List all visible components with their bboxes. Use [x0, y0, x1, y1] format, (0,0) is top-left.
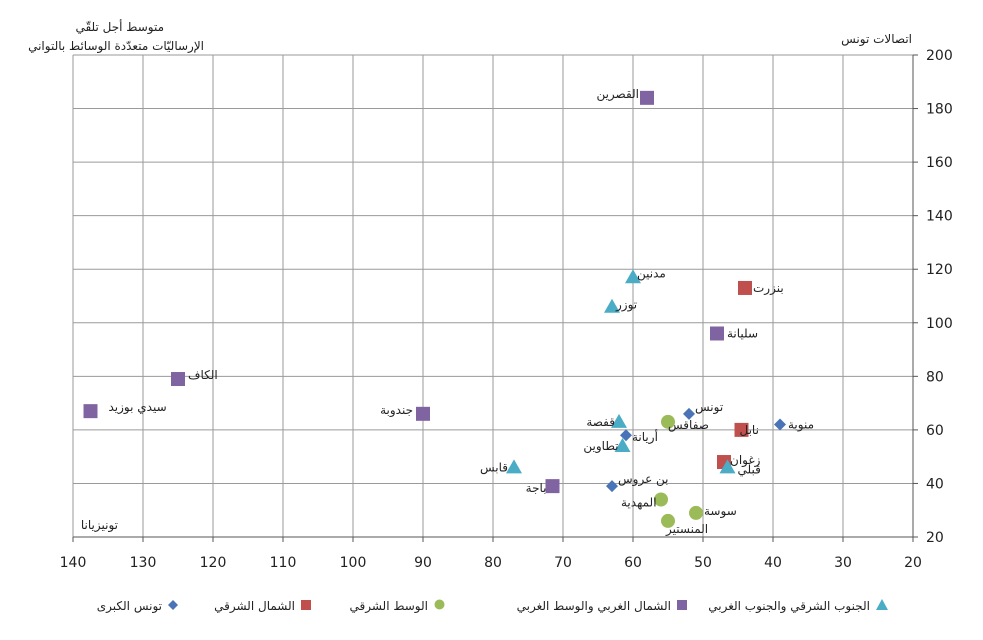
x-tick-label: 80	[484, 555, 502, 571]
y-tick-label: 20	[926, 530, 944, 546]
data-point-circle	[689, 505, 703, 520]
square-marker-icon	[677, 599, 687, 613]
data-point-triangle	[604, 298, 620, 313]
y-tick-label: 100	[926, 316, 953, 332]
y-tick-label: 200	[926, 48, 953, 64]
point-label: باجة	[526, 481, 547, 495]
legend: تونس الكبرى الشمال الشرقي الوسط الشرقي ا…	[0, 596, 983, 618]
data-point-triangle	[506, 459, 522, 474]
legend-label: الشمال الشرقي	[214, 599, 295, 613]
legend-label: تونس الكبرى	[96, 599, 162, 613]
y-tick-label: 180	[926, 102, 953, 118]
data-point-square	[171, 372, 185, 387]
data-point-diamond	[774, 418, 786, 431]
data-point-square	[738, 280, 752, 295]
x-tick-label: 110	[270, 555, 297, 571]
point-label: المهدية	[621, 496, 657, 510]
point-label: المنستير	[665, 522, 708, 537]
legend-item-south-east-south-west: الجنوب الشرقي والجنوب الغربي	[708, 596, 888, 616]
data-point-square	[710, 326, 724, 341]
data-points	[83, 90, 786, 528]
data-point-circle	[661, 414, 675, 429]
data-point-square	[640, 90, 654, 105]
data-point-square	[545, 479, 560, 494]
point-label: الكاف	[188, 368, 218, 382]
y-tick-label: 140	[926, 209, 953, 225]
y-axis-label: اتصالات تونس	[841, 32, 912, 47]
point-label: بنزرت	[753, 281, 784, 296]
x-tick-label: 90	[414, 555, 432, 571]
point-label: بن عروس	[618, 472, 669, 487]
y-tick-label: 160	[926, 155, 953, 171]
data-point-triangle	[614, 437, 631, 452]
point-label: أريانة	[632, 429, 658, 445]
point-label: سيدي بوزيد	[109, 400, 167, 415]
diamond-marker-icon	[168, 599, 178, 613]
x-axis-label-line-1: متوسط أجل تلقّي	[75, 19, 164, 35]
point-label: صفاقس	[668, 418, 709, 433]
data-point-diamond	[620, 429, 632, 442]
legend-label: الشمال الغربي والوسط الغربي	[516, 599, 671, 613]
point-label: توزر	[615, 298, 637, 313]
point-label: قابس	[480, 460, 508, 475]
point-label: القصرين	[596, 87, 639, 102]
data-point-diamond	[683, 407, 695, 420]
data-point-diamond	[606, 480, 618, 493]
point-label: جندوبة	[380, 403, 413, 418]
legend-label: الوسط الشرقي	[349, 599, 428, 613]
x-tick-label: 70	[554, 555, 572, 571]
data-point-square	[416, 406, 430, 421]
data-point-circle	[654, 492, 668, 507]
point-label: تطاوين	[583, 439, 618, 454]
legend-item-north-east: الشمال الشرقي	[214, 596, 311, 616]
x-axis-corner-label: تونيزيانا	[81, 518, 118, 533]
data-point-square	[734, 422, 749, 437]
x-tick-label: 140	[60, 555, 87, 571]
x-tick-label: 30	[834, 555, 852, 571]
point-label: تونس	[695, 400, 723, 415]
legend-item-north-west-center-west: الشمال الغربي والوسط الغربي	[517, 596, 687, 616]
x-tick-label: 50	[694, 555, 712, 571]
triangle-marker-icon	[876, 599, 888, 613]
data-point-triangle	[611, 413, 627, 428]
square-marker-icon	[301, 599, 311, 613]
point-label: سليانة	[727, 326, 758, 340]
x-tick-label: 130	[130, 555, 157, 571]
legend-item-center-east: الوسط الشرقي	[349, 596, 445, 616]
legend-label: الجنوب الشرقي والجنوب الغربي	[708, 599, 870, 613]
y-tick-label: 120	[926, 262, 953, 278]
axes	[72, 54, 918, 542]
y-tick-label: 80	[926, 369, 944, 385]
point-label: مدنين	[637, 266, 666, 281]
circle-marker-icon	[434, 599, 445, 613]
y-tick-label: 40	[926, 476, 944, 492]
x-tick-label: 100	[340, 555, 367, 571]
x-tick-label: 40	[764, 555, 782, 571]
point-label: زغوان	[730, 453, 761, 468]
y-tick-label: 60	[926, 423, 944, 439]
point-label: قبلي	[738, 462, 761, 476]
data-point-triangle	[719, 459, 736, 474]
x-tick-label: 120	[200, 555, 227, 571]
x-axis-label-line-2: الإرساليّات متعدّدة الوسائط بالتواني	[28, 39, 204, 54]
point-label: نابل	[740, 423, 759, 437]
data-point-triangle	[625, 269, 641, 284]
x-tick-label: 60	[624, 555, 642, 571]
x-tick-label: 20	[904, 555, 922, 571]
point-labels: تونس منوبة أريانة بن عروس بنزرت نابل زغوان صفاق…	[109, 87, 815, 537]
point-label: قفصة	[586, 415, 615, 429]
point-label: سوسة	[704, 504, 737, 519]
data-point-circle	[661, 513, 675, 528]
point-label: منوبة	[788, 418, 814, 433]
data-point-square	[83, 404, 98, 419]
legend-item-greater-tunis: تونس الكبرى	[97, 596, 178, 616]
